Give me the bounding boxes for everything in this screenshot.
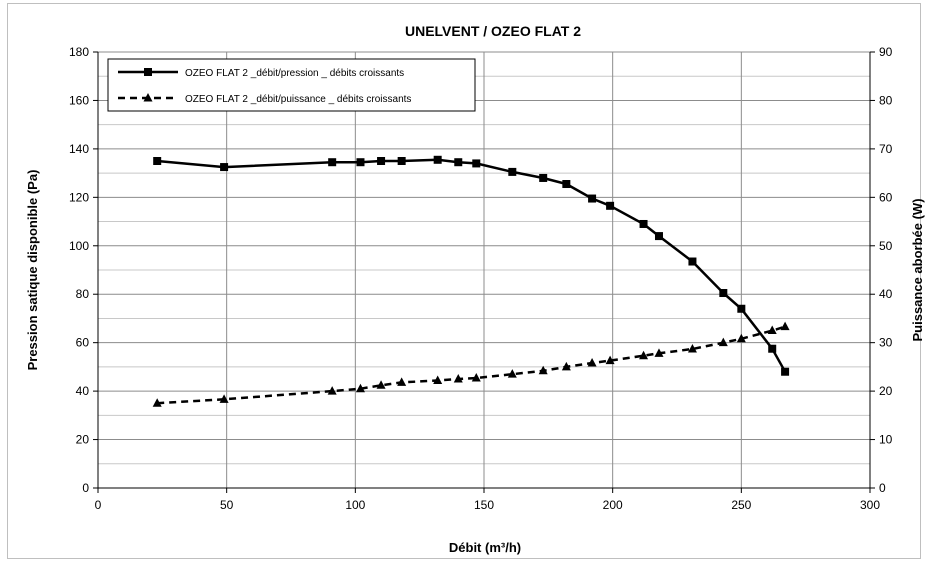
data-point-triangle: [471, 373, 481, 382]
y-tick-label: 20: [76, 433, 90, 447]
y-tick-label: 120: [69, 190, 89, 204]
legend-marker-triangle: [143, 93, 153, 102]
y2-tick-label: 0: [879, 481, 886, 495]
data-point-triangle: [433, 375, 443, 384]
legend: OZEO FLAT 2 _débit/pression _ débits cro…: [107, 58, 476, 112]
data-point-triangle: [654, 348, 664, 357]
y-tick-label: 60: [76, 336, 90, 350]
data-point-square: [737, 304, 746, 313]
data-point-triangle: [538, 365, 548, 375]
x-tick-label: 100: [345, 498, 365, 512]
legend-label-puissance: OZEO FLAT 2 _débit/puissance _ débits cr…: [185, 94, 411, 105]
y2-tick-label: 10: [879, 433, 893, 447]
data-point-triangle: [355, 383, 365, 393]
x-axis-title: Débit (m³/h): [449, 540, 521, 555]
data-point-square: [377, 157, 386, 165]
x-tick-label: 150: [474, 498, 494, 512]
series-layer: [152, 155, 790, 407]
data-point-square: [508, 167, 517, 176]
data-point-triangle: [780, 321, 790, 331]
y2-tick-label: 80: [879, 93, 893, 107]
y-tick-label: 0: [82, 481, 89, 495]
data-point-square: [688, 257, 697, 266]
y-tick-label: 40: [76, 384, 90, 398]
y2-tick-label: 40: [879, 287, 893, 301]
data-point-triangle: [767, 325, 777, 335]
data-point-triangle: [718, 337, 728, 347]
data-point-triangle: [507, 369, 517, 378]
y2-tick-label: 30: [879, 336, 893, 350]
y-tick-label: 80: [76, 287, 90, 301]
data-point-square: [472, 159, 481, 168]
y-tick-label: 100: [69, 239, 89, 253]
data-point-triangle: [587, 358, 597, 367]
x-tick-label: 300: [860, 498, 880, 512]
y-tick-label: 160: [69, 93, 89, 107]
x-tick-label: 0: [95, 498, 102, 512]
x-tick-label: 250: [731, 498, 751, 512]
data-point-square: [654, 232, 663, 241]
data-point-triangle: [327, 386, 337, 395]
data-point-triangle: [687, 343, 697, 353]
data-point-square: [781, 367, 790, 376]
y2-tick-label: 50: [879, 239, 893, 253]
y-axis-title: Pression satique disponible (Pa): [25, 170, 40, 371]
chart-frame: [7, 3, 921, 559]
data-point-square: [588, 194, 597, 203]
legend-box: [107, 58, 476, 112]
data-point-square: [719, 289, 728, 298]
data-point-triangle: [397, 377, 407, 386]
x-tick-label: 50: [220, 498, 234, 512]
data-point-square: [454, 158, 463, 167]
data-point-triangle: [605, 355, 615, 365]
data-point-square: [356, 158, 365, 167]
data-point-square: [328, 158, 337, 167]
chart-title: UNELVENT / OZEO FLAT 2: [405, 23, 581, 39]
y-tick-label: 180: [69, 45, 89, 59]
y2-tick-label: 90: [879, 45, 893, 59]
data-point-square: [562, 180, 571, 189]
y-tick-label: 140: [69, 142, 89, 156]
data-point-triangle: [152, 398, 162, 407]
data-point-square: [153, 157, 162, 165]
legend-marker-square: [144, 68, 152, 76]
y2-tick-label: 60: [879, 190, 893, 204]
y2-tick-label: 20: [879, 384, 893, 398]
grid-layer: [97, 51, 871, 489]
data-point-square: [639, 219, 648, 228]
data-point-triangle: [219, 394, 229, 403]
legend-label-pression: OZEO FLAT 2 _débit/pression _ débits cro…: [185, 68, 404, 79]
y2-axis-title: Puissance aborbée (W): [910, 198, 925, 341]
data-point-square: [768, 344, 777, 353]
data-point-square: [220, 163, 229, 172]
data-point-square: [539, 173, 548, 182]
x-tick-label: 200: [603, 498, 623, 512]
y2-tick-label: 70: [879, 142, 893, 156]
data-point-square: [433, 155, 442, 164]
data-point-square: [606, 201, 615, 210]
axes-layer: 0 20 40 60 80 100 120 140 160 180 0 10 20 30 40 50 60 70 8…: [69, 45, 893, 512]
data-point-triangle: [736, 333, 746, 343]
data-point-triangle: [453, 374, 463, 383]
data-point-triangle: [639, 350, 649, 360]
data-point-triangle: [376, 380, 386, 389]
data-point-square: [397, 157, 406, 165]
data-point-triangle: [561, 361, 571, 371]
